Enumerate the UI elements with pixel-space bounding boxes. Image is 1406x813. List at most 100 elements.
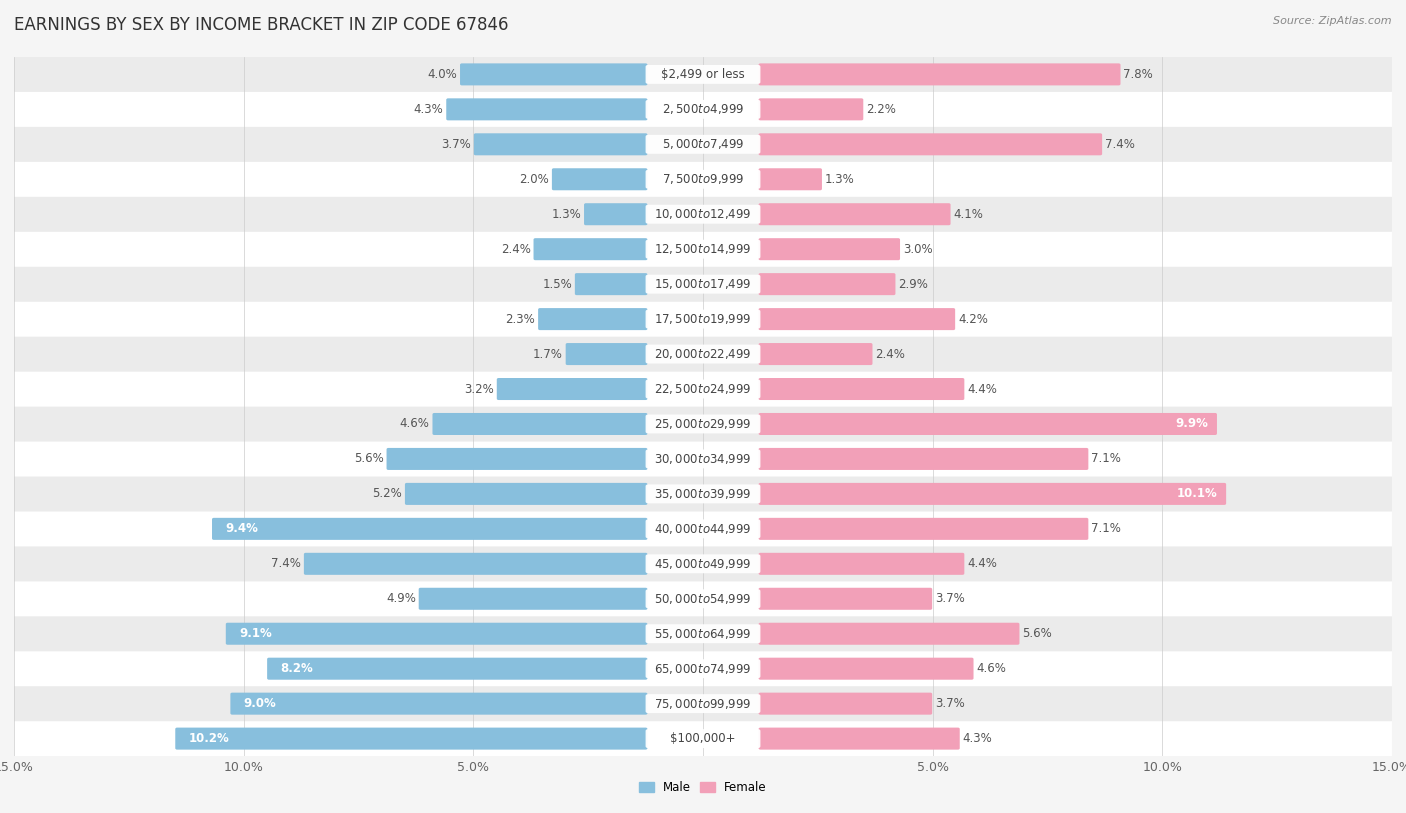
Text: $7,500 to $9,999: $7,500 to $9,999: [662, 172, 744, 186]
Text: 5.2%: 5.2%: [373, 488, 402, 500]
Text: 7.4%: 7.4%: [271, 558, 301, 570]
FancyBboxPatch shape: [14, 581, 1392, 616]
FancyBboxPatch shape: [405, 483, 647, 505]
FancyBboxPatch shape: [575, 273, 647, 295]
FancyBboxPatch shape: [759, 378, 965, 400]
FancyBboxPatch shape: [759, 728, 960, 750]
Text: 10.2%: 10.2%: [188, 733, 229, 745]
Text: 5.6%: 5.6%: [354, 453, 384, 465]
FancyBboxPatch shape: [176, 728, 647, 750]
FancyBboxPatch shape: [759, 203, 950, 225]
Text: 2.0%: 2.0%: [519, 173, 550, 185]
Text: 3.7%: 3.7%: [441, 138, 471, 150]
FancyBboxPatch shape: [419, 588, 647, 610]
FancyBboxPatch shape: [759, 413, 1218, 435]
Text: $30,000 to $34,999: $30,000 to $34,999: [654, 452, 752, 466]
FancyBboxPatch shape: [433, 413, 647, 435]
Text: 4.2%: 4.2%: [957, 313, 988, 325]
FancyBboxPatch shape: [565, 343, 647, 365]
Text: 8.2%: 8.2%: [280, 663, 314, 675]
Text: 3.7%: 3.7%: [935, 593, 965, 605]
FancyBboxPatch shape: [645, 520, 761, 538]
FancyBboxPatch shape: [645, 65, 761, 84]
Text: Source: ZipAtlas.com: Source: ZipAtlas.com: [1274, 16, 1392, 26]
Text: $25,000 to $29,999: $25,000 to $29,999: [654, 417, 752, 431]
FancyBboxPatch shape: [645, 345, 761, 363]
FancyBboxPatch shape: [14, 127, 1392, 162]
FancyBboxPatch shape: [14, 92, 1392, 127]
FancyBboxPatch shape: [759, 343, 873, 365]
FancyBboxPatch shape: [759, 168, 823, 190]
Text: 4.3%: 4.3%: [413, 103, 443, 115]
FancyBboxPatch shape: [460, 63, 647, 85]
FancyBboxPatch shape: [645, 380, 761, 398]
FancyBboxPatch shape: [583, 203, 647, 225]
FancyBboxPatch shape: [759, 553, 965, 575]
Text: 4.1%: 4.1%: [953, 208, 983, 220]
FancyBboxPatch shape: [553, 168, 647, 190]
FancyBboxPatch shape: [14, 162, 1392, 197]
FancyBboxPatch shape: [14, 546, 1392, 581]
FancyBboxPatch shape: [14, 406, 1392, 441]
Text: $50,000 to $54,999: $50,000 to $54,999: [654, 592, 752, 606]
Text: 2.9%: 2.9%: [898, 278, 928, 290]
Text: $45,000 to $49,999: $45,000 to $49,999: [654, 557, 752, 571]
FancyBboxPatch shape: [645, 589, 761, 608]
Text: 2.2%: 2.2%: [866, 103, 896, 115]
FancyBboxPatch shape: [645, 415, 761, 433]
Text: 1.7%: 1.7%: [533, 348, 562, 360]
FancyBboxPatch shape: [645, 100, 761, 119]
Text: 4.0%: 4.0%: [427, 68, 457, 80]
Text: $2,500 to $4,999: $2,500 to $4,999: [662, 102, 744, 116]
FancyBboxPatch shape: [14, 511, 1392, 546]
Text: 9.4%: 9.4%: [225, 523, 259, 535]
Text: EARNINGS BY SEX BY INCOME BRACKET IN ZIP CODE 67846: EARNINGS BY SEX BY INCOME BRACKET IN ZIP…: [14, 16, 509, 34]
FancyBboxPatch shape: [645, 729, 761, 748]
Text: 1.5%: 1.5%: [543, 278, 572, 290]
FancyBboxPatch shape: [759, 238, 900, 260]
FancyBboxPatch shape: [759, 448, 1088, 470]
FancyBboxPatch shape: [645, 485, 761, 503]
FancyBboxPatch shape: [14, 476, 1392, 511]
Text: $2,499 or less: $2,499 or less: [661, 68, 745, 80]
FancyBboxPatch shape: [645, 554, 761, 573]
FancyBboxPatch shape: [759, 63, 1121, 85]
Text: $12,500 to $14,999: $12,500 to $14,999: [654, 242, 752, 256]
Text: $100,000+: $100,000+: [671, 733, 735, 745]
Text: 7.1%: 7.1%: [1091, 453, 1121, 465]
FancyBboxPatch shape: [14, 197, 1392, 232]
Text: 4.6%: 4.6%: [399, 418, 430, 430]
Text: $17,500 to $19,999: $17,500 to $19,999: [654, 312, 752, 326]
Text: 9.0%: 9.0%: [243, 698, 277, 710]
Text: 2.3%: 2.3%: [506, 313, 536, 325]
Text: 5.6%: 5.6%: [1022, 628, 1052, 640]
Text: $35,000 to $39,999: $35,000 to $39,999: [654, 487, 752, 501]
Text: $40,000 to $44,999: $40,000 to $44,999: [654, 522, 752, 536]
FancyBboxPatch shape: [645, 205, 761, 224]
FancyBboxPatch shape: [14, 686, 1392, 721]
FancyBboxPatch shape: [645, 135, 761, 154]
Text: 9.1%: 9.1%: [239, 628, 271, 640]
FancyBboxPatch shape: [387, 448, 647, 470]
Text: 2.4%: 2.4%: [875, 348, 905, 360]
Text: $20,000 to $22,499: $20,000 to $22,499: [654, 347, 752, 361]
FancyBboxPatch shape: [759, 133, 1102, 155]
Text: 4.4%: 4.4%: [967, 383, 997, 395]
FancyBboxPatch shape: [645, 659, 761, 678]
Text: $22,500 to $24,999: $22,500 to $24,999: [654, 382, 752, 396]
Text: $75,000 to $99,999: $75,000 to $99,999: [654, 697, 752, 711]
Text: 10.1%: 10.1%: [1177, 488, 1218, 500]
FancyBboxPatch shape: [446, 98, 647, 120]
FancyBboxPatch shape: [759, 658, 973, 680]
FancyBboxPatch shape: [645, 624, 761, 643]
FancyBboxPatch shape: [533, 238, 647, 260]
Text: 3.0%: 3.0%: [903, 243, 932, 255]
Text: 4.9%: 4.9%: [387, 593, 416, 605]
FancyBboxPatch shape: [14, 302, 1392, 337]
FancyBboxPatch shape: [14, 232, 1392, 267]
FancyBboxPatch shape: [474, 133, 647, 155]
FancyBboxPatch shape: [645, 694, 761, 713]
FancyBboxPatch shape: [231, 693, 647, 715]
Text: 9.9%: 9.9%: [1175, 418, 1208, 430]
Text: $15,000 to $17,499: $15,000 to $17,499: [654, 277, 752, 291]
